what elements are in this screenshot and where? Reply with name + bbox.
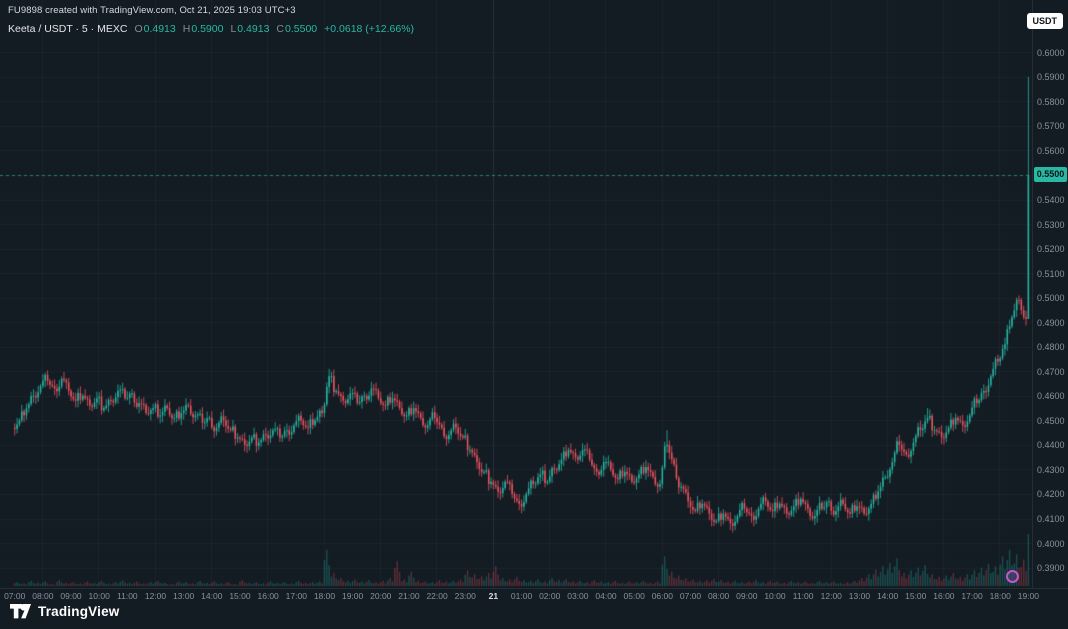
- time-tick: 19:00: [341, 591, 364, 601]
- chart-legend: Keeta / USDT · 5 · MEXC O0.4913 H0.5900 …: [8, 23, 414, 35]
- price-tick: 0.4100: [1037, 514, 1065, 525]
- ohlc-low: L0.4913: [230, 23, 269, 35]
- time-tick: 02:00: [539, 591, 561, 601]
- price-tick: 0.5400: [1037, 195, 1065, 205]
- time-tick: 22:00: [426, 591, 448, 601]
- ohlc-open-label: O: [134, 23, 143, 35]
- time-tick: 16:00: [257, 591, 279, 601]
- time-tick: 03:00: [567, 591, 589, 601]
- price-axis[interactable]: 0.6000 0.5900 0.5800 0.5700 0.5600 0.5500 0.54…: [1032, 0, 1068, 588]
- ohlc-open-value: 0.4913: [143, 23, 176, 35]
- price-tick: 0.3900: [1037, 563, 1065, 574]
- attribution-text: FU9898 created with TradingView.com, Oct…: [8, 5, 296, 16]
- ohlc-high: H0.5900: [183, 23, 224, 35]
- time-tick: 08:00: [708, 591, 730, 601]
- time-axis-separator: [0, 588, 1068, 589]
- time-tick: 17:00: [285, 591, 307, 601]
- ohlc-close-label: C: [276, 23, 285, 35]
- time-tick: 12:00: [820, 591, 842, 601]
- price-tick: 0.6000: [1037, 47, 1065, 58]
- time-tick: 01:00: [510, 591, 533, 601]
- time-tick: 12:00: [144, 591, 167, 601]
- time-tick: 05:00: [623, 591, 645, 601]
- ohlc-low-label: L: [230, 23, 237, 35]
- time-tick: 18:00: [313, 591, 336, 601]
- time-tick: 07:00: [679, 591, 702, 601]
- time-tick: 16:00: [933, 591, 955, 601]
- time-axis[interactable]: 07:00 08:00 09:00 10:00 11:00 12:00 13:00 14:00…: [0, 588, 1039, 602]
- time-tick: 15:00: [229, 591, 251, 601]
- price-tick: 0.4800: [1037, 342, 1065, 353]
- time-tick-day: 21: [488, 591, 499, 601]
- price-tick: 0.5300: [1037, 219, 1065, 230]
- time-tick: 19:00: [1017, 591, 1040, 601]
- time-tick: 14:00: [876, 591, 899, 601]
- ohlc-high-value: 0.5900: [191, 23, 224, 35]
- time-tick: 23:00: [454, 591, 476, 601]
- time-tick: 10:00: [764, 591, 786, 601]
- time-tick: 09:00: [736, 591, 758, 601]
- price-tick: 0.4400: [1037, 440, 1065, 451]
- price-tick: 0.4500: [1037, 415, 1065, 426]
- time-tick: 17:00: [961, 591, 983, 601]
- time-tick: 04:00: [595, 591, 617, 601]
- symbol-title[interactable]: Keeta / USDT · 5 · MEXC: [8, 23, 128, 35]
- tradingview-logo[interactable]: TradingView: [10, 604, 119, 619]
- ohlc-low-value: 0.4913: [237, 23, 270, 35]
- ohlc-close: C0.5500: [276, 23, 317, 35]
- price-tick: 0.4600: [1037, 391, 1065, 402]
- time-tick: 13:00: [173, 591, 195, 601]
- time-tick: 10:00: [88, 591, 110, 601]
- time-tick: 09:00: [60, 591, 82, 601]
- price-tick: 0.4000: [1037, 538, 1065, 549]
- time-tick: 15:00: [905, 591, 927, 601]
- time-tick: 08:00: [32, 591, 54, 601]
- price-tick: 0.5200: [1037, 244, 1065, 255]
- tradingview-mark-icon: [10, 604, 31, 619]
- price-tick: 0.5100: [1037, 268, 1065, 279]
- price-tick: 0.5900: [1037, 72, 1065, 83]
- ohlc-high-label: H: [182, 23, 191, 35]
- price-tick: 0.5700: [1037, 121, 1065, 132]
- price-tick: 0.5600: [1037, 145, 1065, 156]
- time-tick: 06:00: [651, 591, 673, 601]
- ohlc-open: O0.4913: [134, 23, 175, 35]
- price-tick: 0.5800: [1037, 96, 1065, 107]
- tradingview-wordmark: TradingView: [38, 604, 120, 619]
- price-change: +0.0618 (+12.66%): [324, 23, 415, 35]
- ohlc-close-value: 0.5500: [285, 23, 318, 35]
- price-tick: 0.4200: [1037, 489, 1065, 500]
- price-tick: 0.4900: [1037, 317, 1065, 328]
- currency-button[interactable]: USDT: [1026, 13, 1063, 29]
- time-tick: 18:00: [989, 591, 1011, 601]
- time-tick: 21:00: [398, 591, 420, 601]
- time-tick: 20:00: [370, 591, 392, 601]
- last-price-label: 0.5500: [1034, 167, 1067, 183]
- price-tick: 0.5000: [1037, 293, 1065, 304]
- time-tick: 14:00: [201, 591, 223, 601]
- time-tick: 11:00: [792, 591, 814, 601]
- price-tick: 0.4700: [1037, 366, 1065, 377]
- drawing-marker-circle[interactable]: [1006, 570, 1019, 583]
- time-tick: 07:00: [4, 591, 26, 601]
- time-tick: 11:00: [117, 591, 138, 601]
- price-axis-separator: [1032, 0, 1033, 588]
- price-tick: 0.4300: [1037, 464, 1065, 475]
- time-tick: 13:00: [848, 591, 871, 601]
